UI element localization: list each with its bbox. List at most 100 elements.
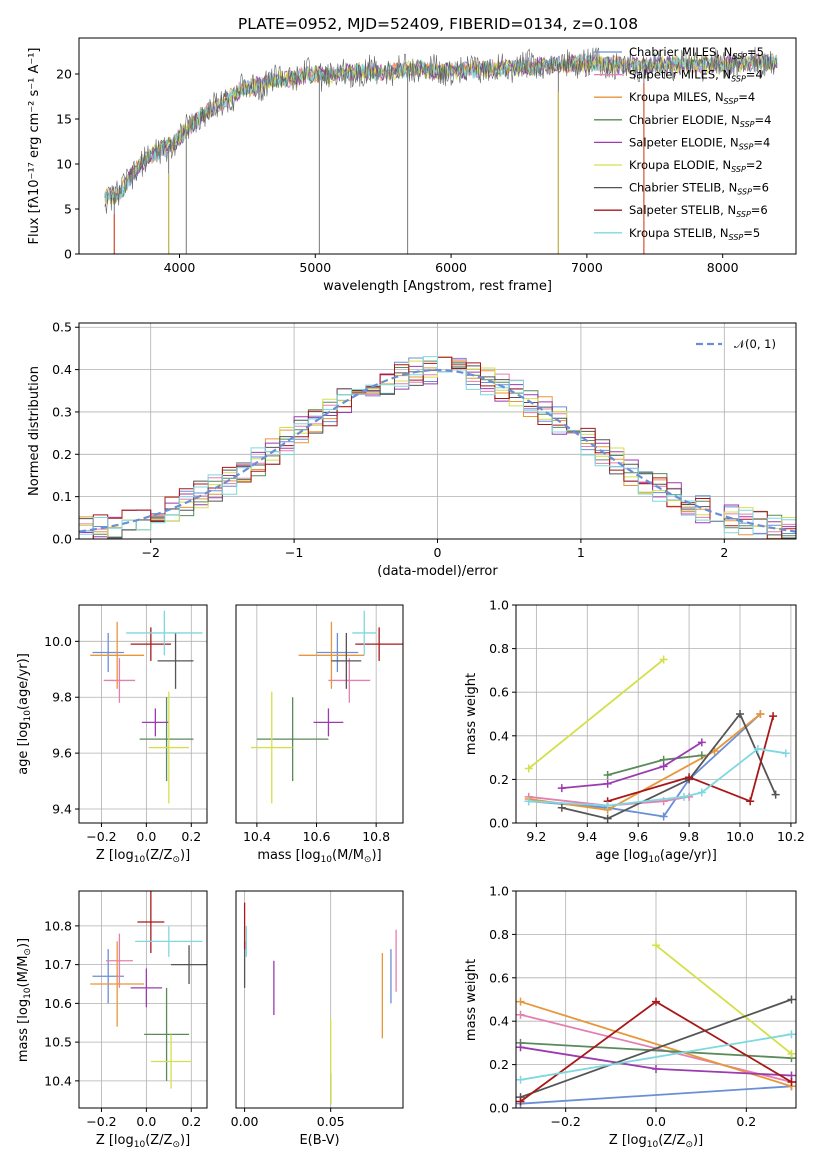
mass-weight-vs-age-series-marker (603, 814, 612, 823)
mass-vs-EBV-xtick-label: 0.00 (231, 1114, 259, 1129)
mass-vs-Z-ytick-label: 10.8 (44, 918, 72, 933)
mass-weight-vs-age-series-line (528, 658, 665, 770)
mass-weight-vs-age-series-marker (769, 712, 778, 721)
age-vs-Z-ytick-label: 9.4 (52, 802, 72, 817)
mass-weight-vs-age-series-marker (524, 764, 533, 773)
mass-weight-vs-Z-series-marker (787, 1030, 796, 1039)
mass-weight-vs-Z-series-marker (516, 1010, 525, 1019)
mass-vs-Z-grid (79, 891, 207, 1108)
spectrum-xtick-label: 5000 (299, 260, 331, 275)
mass-weight-vs-age-series-marker (771, 790, 780, 799)
residuals-ytick-label: 0.5 (52, 320, 72, 335)
age-vs-mass-grid (256, 605, 377, 823)
age-vs-Z-xtick-label: 0.0 (136, 829, 156, 844)
mass-weight-vs-age-series-marker (753, 744, 762, 753)
residuals-normal-curve (79, 368, 796, 533)
spectrum-model-line (104, 46, 778, 214)
mass-weight-vs-age-xtick-label: 10.2 (777, 829, 805, 844)
age-vs-Z-xtick-label: 0.2 (181, 829, 201, 844)
mass-weight-vs-age-xtick-label: 9.8 (679, 829, 699, 844)
mass-weight-vs-Z-series-line (655, 944, 793, 1055)
mass-weight-vs-age-frame (515, 604, 797, 824)
mass-vs-EBV-frame (235, 890, 404, 1109)
spectrum-frame (78, 37, 797, 255)
mass-weight-vs-age-series-line (528, 747, 786, 807)
mass-weight-vs-Z-ylabel: mass weight (464, 959, 479, 1041)
age-vs-mass-errorbars (250, 610, 403, 804)
mass-vs-EBV-errorbars (243, 902, 397, 1105)
mass-weight-vs-age-lines (524, 655, 790, 823)
mass-weight-vs-age-ytick-label: 0.0 (489, 816, 509, 831)
mass-vs-Z-ytick-label: 10.7 (44, 957, 72, 972)
mass-weight-vs-age-series-marker (524, 797, 533, 806)
mass-weight-vs-age-series-marker (697, 738, 706, 747)
spectrum-legend-label: Kroupa ELODIE, NSSP=2 (629, 158, 763, 174)
residuals-xtick-label: −2 (141, 545, 159, 560)
residuals-ytick-label: 0.0 (52, 532, 72, 547)
mass-vs-Z-xtick-label: −0.2 (86, 1114, 116, 1129)
mass-weight-vs-Z-series-marker (652, 1064, 660, 1073)
mass-weight-vs-age-series-marker (680, 792, 688, 801)
mass-weight-vs-Z-series-line (520, 1085, 792, 1105)
mass-weight-vs-age-xtick-label: 10.0 (726, 829, 754, 844)
age-vs-Z-grid (79, 605, 207, 823)
mass-weight-vs-age-series-line (528, 713, 761, 811)
mass-vs-Z-xlabel: Z [log10(Z/Z⊙)] (96, 1133, 190, 1150)
age-vs-Z-ytick-label: 10.0 (44, 634, 72, 649)
mass-weight-vs-age-series-marker (746, 797, 755, 806)
residuals-histogram (79, 356, 796, 539)
mass-weight-vs-age-ytick-label: 1.0 (489, 598, 509, 613)
mass-weight-vs-Z-xtick-label: −0.2 (550, 1114, 580, 1129)
age-vs-Z-ytick-label: 9.6 (52, 746, 72, 761)
mass-weight-vs-Z-series-line (520, 1033, 792, 1081)
mass-weight-vs-Z-series-marker (516, 1043, 525, 1052)
mass-weight-vs-Z-ytick-label: 1.0 (489, 884, 509, 899)
mass-weight-vs-age-xtick-label: 9.4 (577, 829, 597, 844)
mass-weight-vs-age-ytick-label: 0.6 (489, 685, 509, 700)
mass-weight-vs-Z-ytick-label: 0.4 (489, 1014, 509, 1029)
residuals-ytick-label: 0.2 (52, 447, 72, 462)
mass-weight-vs-age-series-marker (603, 771, 612, 780)
age-vs-mass-xtick-label: 10.4 (243, 829, 271, 844)
spectrum-ytick-label: 5 (64, 202, 72, 217)
age-vs-Z-xlabel: Z [log10(Z/Z⊙)] (96, 848, 190, 865)
spectrum-legend-label: Kroupa STELIB, NSSP=5 (629, 226, 760, 242)
mass-vs-Z-ytick-label: 10.4 (44, 1073, 72, 1088)
spectrum-legend-label: Chabrier ELODIE, NSSP=4 (629, 113, 771, 129)
spectrum-xlabel: wavelength [Angstrom, rest frame] (323, 279, 552, 294)
mass-weight-vs-age-series-line (528, 795, 690, 807)
spectrum-series-group (104, 46, 778, 214)
mass-weight-vs-age-xtick-label: 9.2 (526, 829, 546, 844)
mass-vs-Z-xtick-label: 0.2 (181, 1114, 201, 1129)
age-vs-Z-ytick-label: 9.8 (52, 690, 72, 705)
age-vs-Z-xtick-label: −0.2 (86, 829, 116, 844)
residuals-xtick-label: 2 (720, 545, 728, 560)
spectrum-legend-label: Kroupa MILES, NSSP=4 (629, 90, 755, 106)
mass-weight-vs-age-series-marker (603, 779, 612, 788)
spectrum-ytick-label: 0 (64, 247, 72, 262)
mass-weight-vs-age-ytick-label: 0.4 (489, 728, 509, 743)
mass-vs-Z-xtick-label: 0.0 (136, 1114, 156, 1129)
mass-weight-vs-Z-series-marker (516, 1097, 525, 1106)
mass-weight-vs-Z-frame (515, 890, 797, 1109)
mass-weight-vs-age-series-marker (659, 655, 668, 664)
spectrum-xtick-label: 4000 (164, 260, 196, 275)
spectrum-xtick-label: 6000 (435, 260, 467, 275)
mass-vs-Z-errorbars (90, 891, 207, 1089)
residuals-hist-group (79, 356, 796, 539)
age-vs-Z-ylabel: age [log10(age/yr)] (16, 653, 33, 775)
residuals-xtick-label: 1 (577, 545, 585, 560)
residuals-ytick-label: 0.3 (52, 404, 72, 419)
mass-weight-vs-Z-ytick-label: 0.8 (489, 927, 509, 942)
mass-weight-vs-age-ylabel: mass weight (464, 673, 479, 755)
mass-weight-vs-age-series-marker (603, 801, 612, 810)
spectrum-legend-label: Chabrier STELIB, NSSP=6 (629, 181, 769, 197)
mass-weight-vs-age-ytick-label: 0.8 (489, 641, 509, 656)
mass-weight-vs-age-series-marker (659, 762, 668, 771)
mass-vs-EBV-xlabel: E(B-V) (299, 1133, 339, 1148)
mass-vs-Z-ylabel: mass [log10(M/M⊙)] (16, 938, 33, 1062)
residuals-ytick-label: 0.4 (52, 362, 72, 377)
residuals-xtick-label: 0 (434, 545, 442, 560)
mass-weight-vs-age-series-marker (557, 784, 566, 793)
